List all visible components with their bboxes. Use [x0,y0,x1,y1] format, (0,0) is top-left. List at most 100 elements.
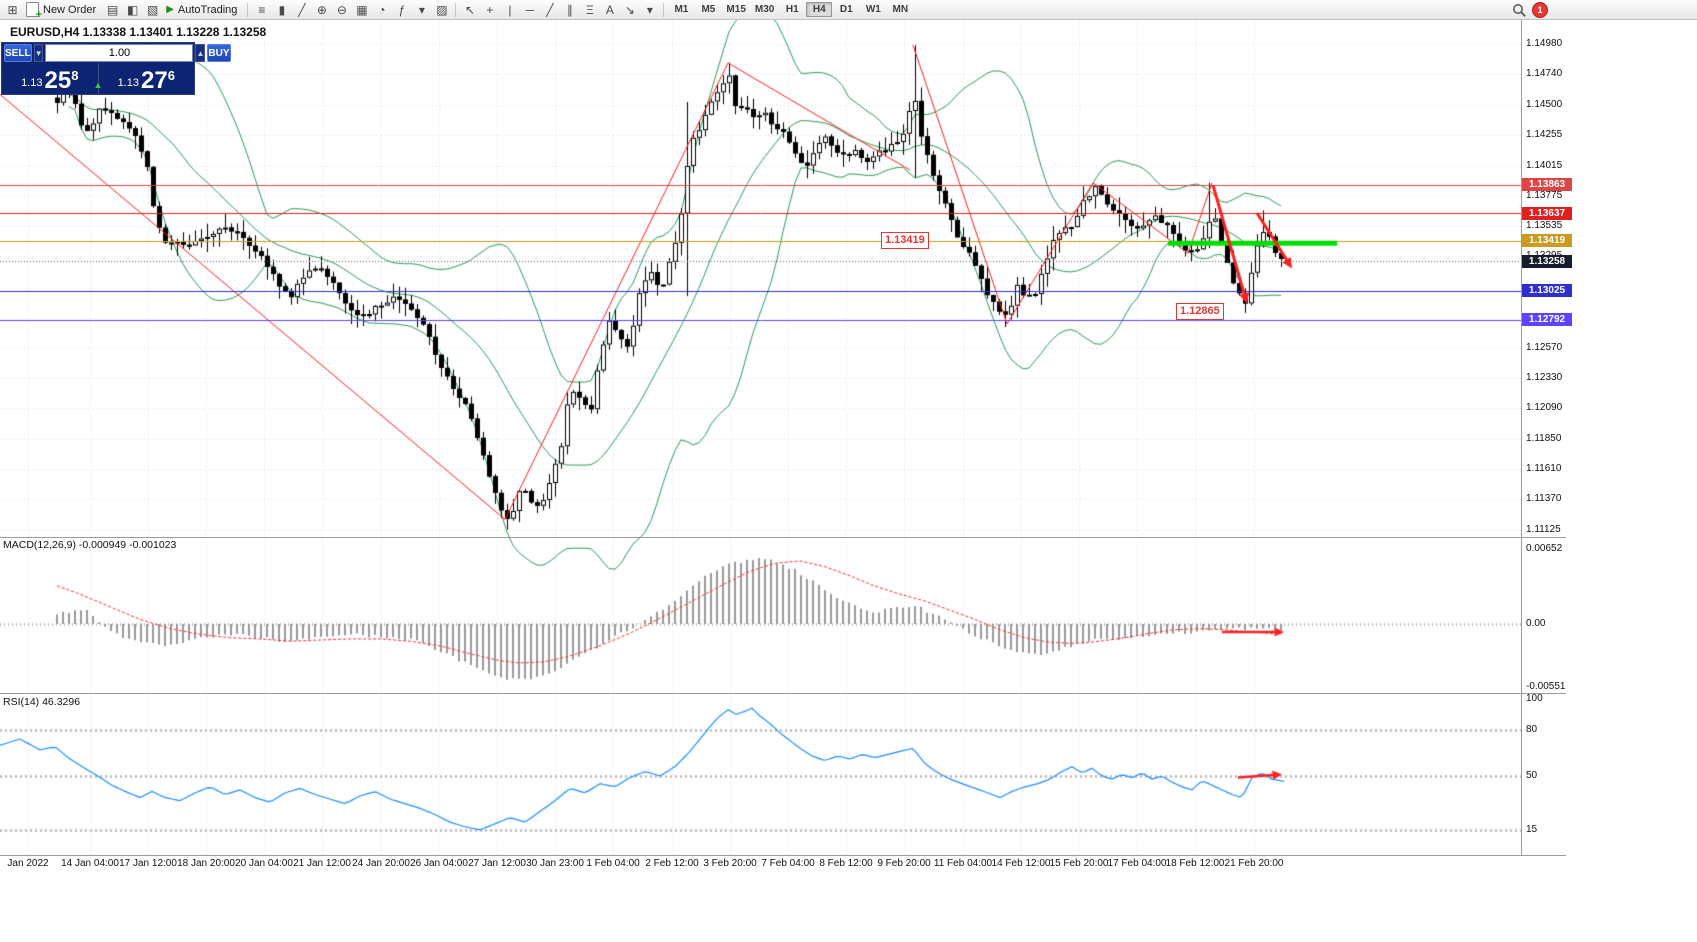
one-click-trading-panel: SELL ▼ ▲ BUY 1.13 25 8 ▲ 1.13 27 6 [1,42,231,95]
time-axis-label: 15 Feb 20:00 [1049,858,1109,869]
new-chart-icon[interactable]: ⊞ [7,2,18,17]
timeframe-button-w1[interactable]: W1 [865,4,881,15]
cursor-icon[interactable]: ↖ [464,2,475,17]
price-axis-label: 1.11850 [1526,432,1562,444]
trade-panel-prices: 1.13 25 8 ▲ 1.13 27 6 [2,63,194,94]
time-axis-label: 17 Jan 12:00 [119,858,177,869]
toolbar-separator [247,2,249,17]
sell-price-main: 1.13 [21,77,43,89]
sell-price[interactable]: 1.13 25 8 [2,63,99,94]
timeframe-button-m5[interactable]: M5 [701,4,716,15]
time-axis-label: 14 Jan 04:00 [61,858,119,869]
time-axis-label: 3 Feb 20:00 [703,858,757,869]
price-axis-label: 1.12330 [1526,372,1563,384]
macd-panel-separator[interactable] [0,537,1566,538]
time-axis-label: 8 Feb 12:00 [819,858,873,869]
autotrading-play-icon: ▶ [166,4,174,15]
candlestick-chart-icon[interactable]: ▮ [278,2,286,17]
zoom-in-icon[interactable]: ⊕ [316,2,327,17]
fibonacci-icon[interactable]: Ξ [586,2,594,17]
time-axis-label: 7 Feb 04:00 [761,858,815,869]
periods-icon[interactable]: ▾ [418,2,425,17]
price-axis-label: 1.14500 [1526,98,1563,110]
time-axis-label: 27 Jan 12:00 [468,858,526,869]
price-annotation[interactable]: 1.12865 [1176,303,1224,320]
tile-windows-icon[interactable]: ▦ [356,2,368,17]
timeframe-button-h4[interactable]: H4 [806,2,833,17]
horizontal-line-icon[interactable]: ─ [525,2,535,17]
line-chart-icon[interactable]: ╱ [298,2,306,17]
volume-increase-stepper[interactable]: ▲ [195,44,206,62]
arrows-icon[interactable]: ↘ [624,2,635,17]
vertical-line-icon[interactable]: | [508,2,512,17]
buy-price-big: 27 [140,67,168,94]
buy-price[interactable]: ▲ 1.13 27 6 [94,63,195,94]
rsi-panel-separator[interactable] [0,693,1566,694]
price-axis-label: 1.11125 [1526,524,1561,536]
price-axis-badge: 1.13637 [1522,206,1572,220]
timeframe-button-mn[interactable]: MN [892,4,909,15]
toolbar-separator [455,2,457,17]
timeframe-button-m1[interactable]: M1 [674,4,689,15]
buy-price-main: 1.13 [117,77,139,89]
price-axis-label: 1.11610 [1526,462,1562,474]
toolbar-separator [663,2,665,17]
price-axis-badge: 1.13025 [1522,284,1572,298]
buy-button[interactable]: BUY [207,44,231,62]
rsi-axis-label: 15 [1526,823,1538,835]
time-axis-label: 1 Feb 04:00 [586,858,640,869]
price-annotation[interactable]: 1.13419 [881,232,929,249]
timeframe-button-m30[interactable]: M30 [754,4,775,15]
rsi-axis-label: 80 [1526,723,1538,735]
chart-canvas[interactable] [0,20,1521,855]
text-icon[interactable]: A [605,2,614,17]
new-order-button[interactable]: New Order [23,1,102,21]
rsi-label: RSI(14) 46.3296 [3,696,81,708]
price-axis-badge: 1.13258 [1522,254,1572,268]
sell-price-sup: 8 [71,68,79,83]
search-icon[interactable] [1512,3,1527,18]
metaeditor-icon[interactable]: ▤ [107,2,119,17]
macd-axis-label: 0.00652 [1526,543,1563,555]
time-axis-label: 21 Feb 20:00 [1224,858,1284,869]
price-axis-label: 1.12090 [1526,402,1563,414]
shapes-dropdown-icon[interactable]: ▾ [646,2,653,17]
chart-title: EURUSD,H4 1.13338 1.13401 1.13228 1.1325… [10,25,267,39]
price-axis-label: 1.13775 [1526,189,1563,201]
bar-chart-icon[interactable]: ≡ [258,2,266,17]
price-axis-label: 1.13535 [1526,220,1563,232]
time-axis-label: 26 Jan 04:00 [410,858,468,869]
auto-scroll-icon[interactable]: ◔ [378,2,386,17]
indicators-icon[interactable]: ƒ [398,2,406,17]
sell-button[interactable]: SELL [4,44,32,62]
timeframe-button-h1[interactable]: H1 [785,4,799,15]
time-axis-label: Jan 2022 [7,858,49,869]
trendline-icon[interactable]: ╱ [546,2,554,17]
timeframe-button-d1[interactable]: D1 [839,4,853,15]
buy-price-sup: 6 [167,68,175,83]
volume-input[interactable] [45,44,194,62]
macd-axis-label: -0.00551 [1526,681,1566,693]
sell-price-big: 25 [44,67,72,94]
zoom-out-icon[interactable]: ⊖ [336,2,347,17]
time-axis-label: 18 Jan 20:00 [177,858,235,869]
notification-badge[interactable]: 1 [1532,2,1548,18]
strategy-tester-icon[interactable]: ▧ [147,2,159,17]
templates-icon[interactable]: ▨ [436,2,448,17]
macd-label: MACD(12,26,9) -0.000949 -0.001023 [3,539,177,551]
timeframe-button-m15[interactable]: M15 [726,4,746,15]
price-axis-label: 1.12570 [1526,341,1563,353]
autotrading-button[interactable]: ▶ AutoTrading [163,3,243,17]
price-axis-border [1521,20,1522,855]
toolbar-right-group: 1 [1512,2,1548,18]
time-axis-label: 9 Feb 20:00 [877,858,931,869]
crosshair-icon[interactable]: + [486,2,494,17]
channel-icon[interactable]: ∥ [566,2,573,17]
volume-decrease-stepper[interactable]: ▼ [33,44,44,62]
time-axis-label: 24 Jan 20:00 [352,858,410,869]
price-axis-label: 1.14015 [1526,159,1563,171]
new-order-label: New Order [43,3,97,16]
time-axis-label: 20 Jan 04:00 [235,858,293,869]
options-icon[interactable]: ◧ [127,2,139,17]
price-tick-up-icon: ▲ [93,80,103,90]
